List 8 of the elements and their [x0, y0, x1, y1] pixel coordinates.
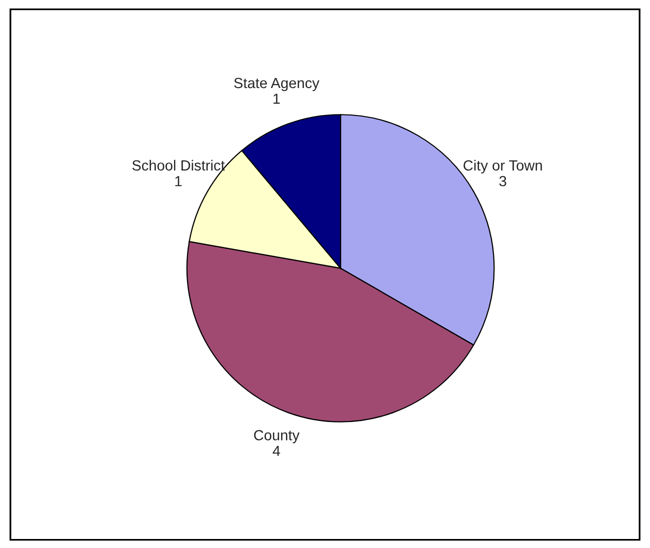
- data-label: 1: [175, 176, 182, 186]
- data-label: 1: [274, 94, 280, 104]
- slice-label: State Agency: [234, 78, 320, 92]
- data-label: 4: [272, 446, 280, 456]
- slice-label: School District: [132, 160, 225, 171]
- slice-label: City or Town: [464, 160, 542, 174]
- slice-label: County: [254, 430, 300, 444]
- data-label: 3: [499, 176, 506, 186]
